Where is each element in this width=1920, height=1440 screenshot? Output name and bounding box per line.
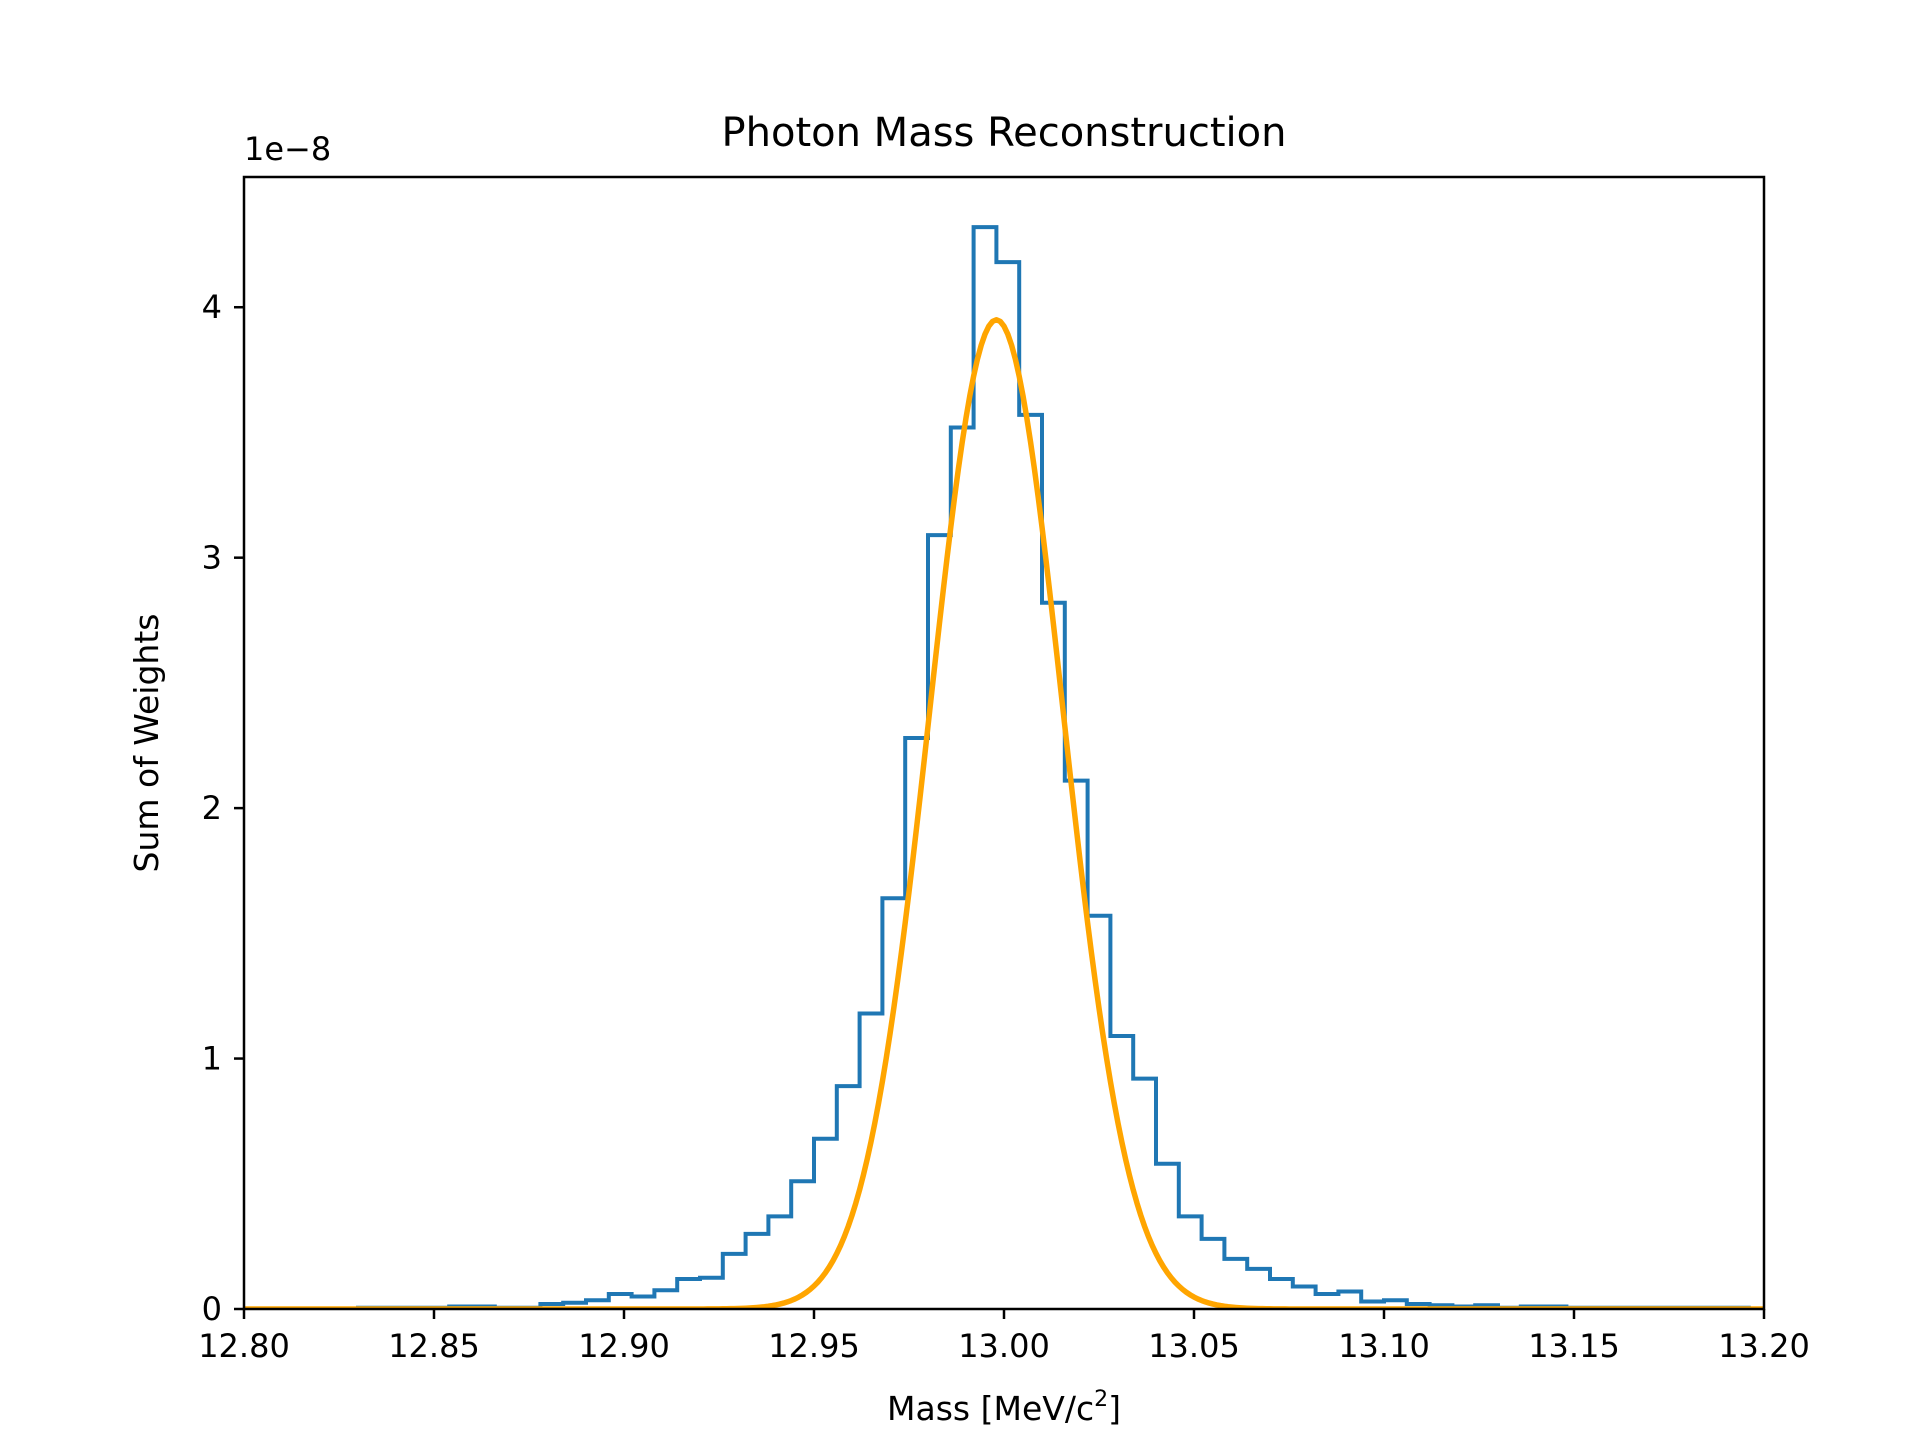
y-offset-label: 1e−8 (244, 130, 331, 168)
y-tick-label: 2 (202, 789, 222, 827)
histogram-series (244, 225, 1764, 1309)
y-tick-label: 3 (202, 539, 222, 577)
plot-area (244, 225, 1764, 1309)
chart-title: Photon Mass Reconstruction (722, 110, 1287, 156)
x-tick-label: 13.10 (1338, 1327, 1430, 1365)
y-tick-label: 4 (202, 288, 222, 326)
x-tick-label: 12.90 (578, 1327, 670, 1365)
gaussian-fit-curve (244, 317, 1764, 1309)
x-axis-label-superscript: 2 (1094, 1387, 1108, 1412)
x-tick-label: 13.05 (1148, 1327, 1240, 1365)
x-tick-label: 12.85 (388, 1327, 480, 1365)
x-tick-label: 13.15 (1528, 1327, 1620, 1365)
x-tick-label: 12.95 (768, 1327, 860, 1365)
y-axis-label: Sum of Weights (127, 614, 166, 873)
x-tick-label: 12.80 (198, 1327, 290, 1365)
x-tick-label: 13.00 (958, 1327, 1050, 1365)
y-tick-label: 0 (202, 1290, 222, 1328)
axes-frame (242, 175, 1766, 1311)
y-axis-ticks: 0 1 2 3 4 (202, 288, 244, 1328)
x-axis-label-main: Mass [MeV/c (887, 1389, 1094, 1428)
x-axis-ticks: 12.80 12.85 12.90 12.95 13.00 13.05 13.10 13.15… (198, 1309, 1810, 1365)
x-axis-label-end: ] (1108, 1389, 1121, 1428)
x-axis-label: Mass [MeV/c2] (887, 1387, 1121, 1428)
x-tick-label: 13.20 (1718, 1327, 1810, 1365)
y-tick-label: 1 (202, 1040, 222, 1078)
